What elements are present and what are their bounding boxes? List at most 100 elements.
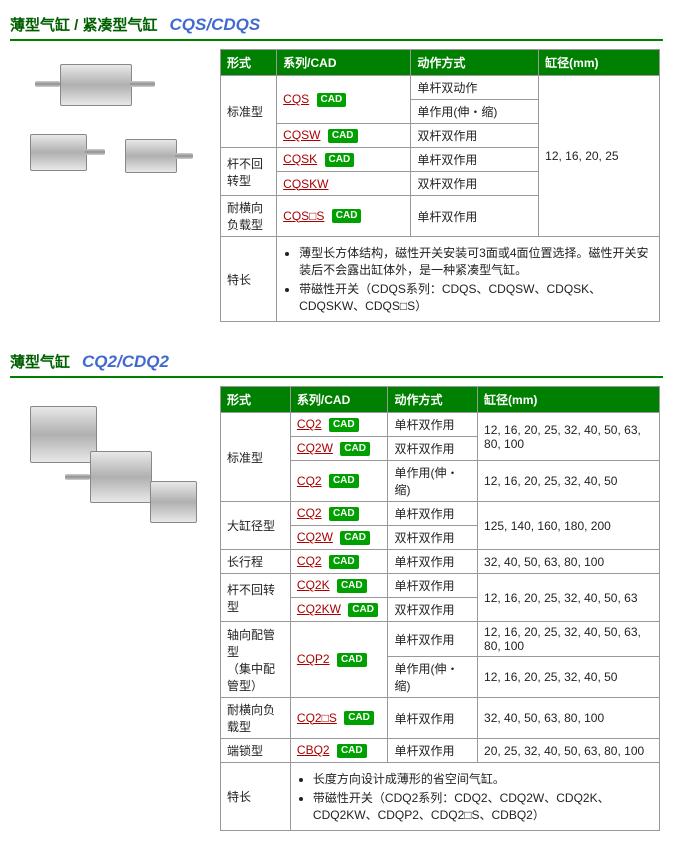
col-bore: 缸径(mm)	[478, 387, 660, 413]
action-cell: 单杆双作用	[411, 196, 539, 237]
cad-badge[interactable]: CAD	[332, 209, 362, 223]
form-cell: 端锁型	[221, 739, 291, 763]
cad-badge[interactable]: CAD	[340, 531, 370, 545]
bore-cell: 12, 16, 20, 25	[539, 76, 660, 237]
product-image-cq2	[10, 386, 210, 536]
series-link-cq2[interactable]: CQ2	[297, 474, 322, 488]
col-action: 动作方式	[411, 50, 539, 76]
series-link-cqs-s[interactable]: CQS□S	[283, 209, 324, 223]
section-body-cqs: 形式 系列/CAD 动作方式 缸径(mm) 标准型 CQS CAD 单杆双动作 …	[10, 49, 663, 322]
series-cell: CQ2W CAD	[290, 437, 388, 461]
series-link-cq2w[interactable]: CQ2W	[297, 530, 333, 544]
series-cell: CQ2 CAD	[290, 461, 388, 502]
series-cell: CQ2 CAD	[290, 413, 388, 437]
series-link-cqs[interactable]: CQS	[283, 92, 309, 106]
form-cell: 长行程	[221, 550, 291, 574]
action-cell: 单作用(伸・缩)	[388, 461, 478, 502]
action-cell: 单杆双动作	[411, 76, 539, 100]
series-cell: CQ2 CAD	[290, 502, 388, 526]
action-cell: 单杆双作用	[388, 502, 478, 526]
series-cell: CQSW CAD	[277, 124, 411, 148]
bore-cell: 12, 16, 20, 25, 32, 40, 50, 63	[478, 574, 660, 622]
bore-cell: 12, 16, 20, 25, 32, 40, 50	[478, 461, 660, 502]
series-cell: CQ2W CAD	[290, 526, 388, 550]
action-cell: 单杆双作用	[411, 148, 539, 172]
feature-item: 带磁性开关（CDQ2系列：CDQ2、CDQ2W、CDQ2K、CDQ2KW、CDQ…	[313, 789, 653, 823]
cad-badge[interactable]: CAD	[337, 744, 367, 758]
series-link-cqskw[interactable]: CQSKW	[283, 177, 328, 191]
col-series: 系列/CAD	[277, 50, 411, 76]
action-cell: 单杆双作用	[388, 413, 478, 437]
series-link-cq2k[interactable]: CQ2K	[297, 578, 330, 592]
col-series: 系列/CAD	[290, 387, 388, 413]
form-cell: 标准型	[221, 76, 277, 148]
features-cell: 薄型长方体结构，磁性开关安装可3面或4面位置选择。磁性开关安装后不会露出缸体外，…	[277, 237, 660, 322]
cad-badge[interactable]: CAD	[329, 474, 359, 488]
col-action: 动作方式	[388, 387, 478, 413]
bore-cell: 32, 40, 50, 63, 80, 100	[478, 698, 660, 739]
series-link-cqsw[interactable]: CQSW	[283, 128, 320, 142]
feature-item: 薄型长方体结构，磁性开关安装可3面或4面位置选择。磁性开关安装后不会露出缸体外，…	[299, 244, 653, 278]
bore-cell: 12, 16, 20, 25, 32, 40, 50, 63, 80, 100	[478, 413, 660, 461]
cad-badge[interactable]: CAD	[317, 93, 347, 107]
form-cell: 耐横向负载型	[221, 698, 291, 739]
cad-badge[interactable]: CAD	[329, 555, 359, 569]
series-link-cbq2[interactable]: CBQ2	[297, 743, 330, 757]
col-bore: 缸径(mm)	[539, 50, 660, 76]
features-label: 特长	[221, 237, 277, 322]
series-cell: CQ2KW CAD	[290, 598, 388, 622]
action-cell: 单杆双作用	[388, 574, 478, 598]
series-link-cqp2[interactable]: CQP2	[297, 652, 330, 666]
bore-cell: 12, 16, 20, 25, 32, 40, 50, 63, 80, 100	[478, 622, 660, 657]
features-cell: 长度方向设计成薄形的省空间气缸。 带磁性开关（CDQ2系列：CDQ2、CDQ2W…	[290, 763, 659, 831]
cad-badge[interactable]: CAD	[328, 129, 358, 143]
features-label: 特长	[221, 763, 291, 831]
product-image-cqs	[10, 49, 210, 199]
action-cell: 单作用(伸・缩)	[411, 100, 539, 124]
action-cell: 单作用(伸・缩)	[388, 657, 478, 698]
series-cell: CQS CAD	[277, 76, 411, 124]
cad-badge[interactable]: CAD	[348, 603, 378, 617]
cad-badge[interactable]: CAD	[340, 442, 370, 456]
cad-badge[interactable]: CAD	[337, 579, 367, 593]
col-form: 形式	[221, 387, 291, 413]
form-cell: 杆不回转型	[221, 148, 277, 196]
bore-cell: 12, 16, 20, 25, 32, 40, 50	[478, 657, 660, 698]
series-link-cq2w[interactable]: CQ2W	[297, 441, 333, 455]
section-title-cn: 薄型气缸 / 紧凑型气缸	[10, 14, 158, 35]
action-cell: 单杆双作用	[388, 622, 478, 657]
series-link-cq2[interactable]: CQ2	[297, 506, 322, 520]
cad-badge[interactable]: CAD	[329, 507, 359, 521]
series-cell: CQ2K CAD	[290, 574, 388, 598]
action-cell: 双杆双作用	[388, 598, 478, 622]
cad-badge[interactable]: CAD	[344, 711, 374, 725]
feature-item: 长度方向设计成薄形的省空间气缸。	[313, 770, 653, 787]
action-cell: 双杆双作用	[388, 526, 478, 550]
series-link-cq2kw[interactable]: CQ2KW	[297, 602, 341, 616]
feature-item: 带磁性开关（CDQS系列：CDQS、CDQSW、CDQSK、CDQSKW、CDQ…	[299, 280, 653, 314]
series-cell: CQP2 CAD	[290, 622, 388, 698]
series-link-cq2-s[interactable]: CQ2□S	[297, 711, 337, 725]
section-header-cq2: 薄型气缸 CQ2/CDQ2	[10, 347, 663, 378]
form-cell: 大缸径型	[221, 502, 291, 550]
series-cell: CQ2□S CAD	[290, 698, 388, 739]
series-cell: CBQ2 CAD	[290, 739, 388, 763]
cad-badge[interactable]: CAD	[325, 153, 355, 167]
action-cell: 单杆双作用	[388, 550, 478, 574]
series-link-cq2[interactable]: CQ2	[297, 554, 322, 568]
form-cell: 耐横向负载型	[221, 196, 277, 237]
spec-table-cqs: 形式 系列/CAD 动作方式 缸径(mm) 标准型 CQS CAD 单杆双动作 …	[220, 49, 660, 322]
col-form: 形式	[221, 50, 277, 76]
form-cell: 杆不回转型	[221, 574, 291, 622]
series-link-cq2[interactable]: CQ2	[297, 417, 322, 431]
cad-badge[interactable]: CAD	[337, 653, 367, 667]
series-cell: CQ2 CAD	[290, 550, 388, 574]
series-cell: CQSKW	[277, 172, 411, 196]
bore-cell: 125, 140, 160, 180, 200	[478, 502, 660, 550]
series-cell: CQSK CAD	[277, 148, 411, 172]
series-link-cqsk[interactable]: CQSK	[283, 152, 317, 166]
cad-badge[interactable]: CAD	[329, 418, 359, 432]
section-header-cqs: 薄型气缸 / 紧凑型气缸 CQS/CDQS	[10, 10, 663, 41]
action-cell: 双杆双作用	[388, 437, 478, 461]
section-title-en: CQS/CDQS	[170, 15, 261, 35]
